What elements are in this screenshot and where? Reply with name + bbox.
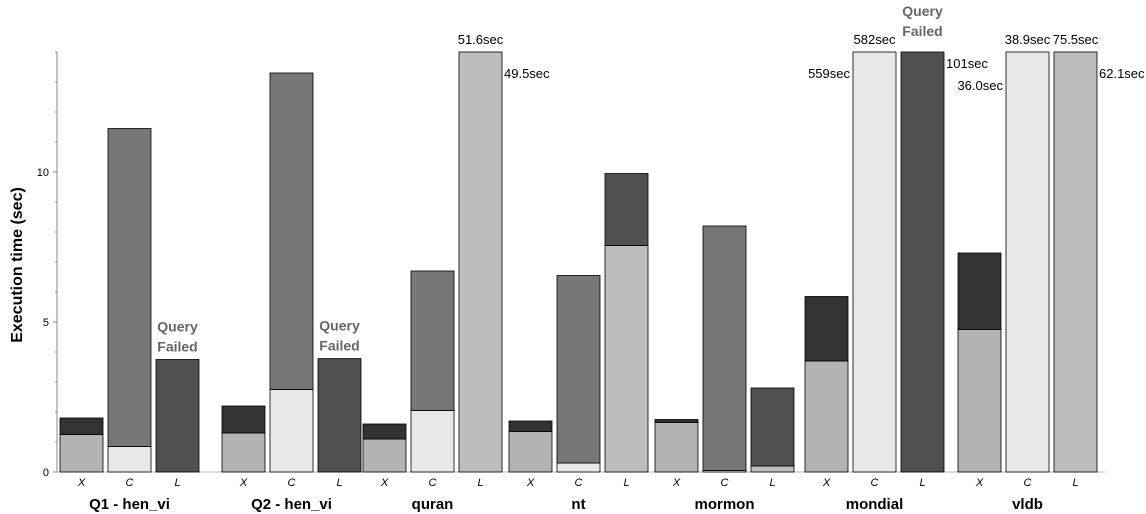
bar-sublabel: X (380, 477, 389, 489)
bar-sublabel: L (1072, 477, 1078, 489)
bar-mondial-C-segment-0 (852, 51, 897, 473)
bar-sublabel: C (288, 477, 296, 489)
bar-Q2-hen_vi-C-segment-0 (269, 389, 314, 473)
bar-side-value-label: 49.5sec (504, 66, 550, 81)
bar-top-value-label: 582sec (854, 32, 896, 47)
bar-nt-X-segment-1 (508, 420, 553, 432)
group-label: mormon (695, 496, 755, 513)
bar-side-value-label: 101sec (946, 56, 988, 71)
bar-sublabel: C (126, 477, 134, 489)
bar-top-value-label: 51.6sec (458, 32, 504, 47)
bar-sublabel: L (174, 477, 180, 489)
bar-Q1-hen_vi-X-segment-0 (59, 434, 104, 473)
bar-sublabel: L (623, 477, 629, 489)
bars (59, 51, 1098, 473)
bar-quran-X-segment-1 (362, 423, 407, 440)
bar-sublabel: C (871, 477, 879, 489)
bar-sublabel: X (239, 477, 248, 489)
bar-sublabel: L (769, 477, 775, 489)
y-tick-label: 10 (37, 167, 49, 179)
bar-mormon-L-segment-0 (750, 465, 795, 473)
y-tick-label: 5 (43, 317, 49, 329)
bar-sublabel: X (526, 477, 535, 489)
bar-left-value-label: 559sec (808, 66, 850, 81)
group-label: vldb (1012, 496, 1043, 513)
bar-Q2-hen_vi-X-segment-0 (221, 432, 266, 473)
group-label: Q1 - hen_vi (89, 496, 170, 513)
y-axis-title: Execution time (sec) (9, 187, 26, 343)
bar-mondial-L-segment-1 (900, 51, 945, 473)
bar-vldb-C-segment-0 (1005, 51, 1050, 473)
bar-sublabel: X (975, 477, 984, 489)
bar-nt-C-segment-0 (556, 462, 601, 473)
bar-nt-L-segment-1 (604, 173, 649, 246)
bar-Q2-hen_vi-L-segment-1 (317, 358, 362, 473)
query-failed-annotation: Failed (902, 23, 942, 39)
y-tick-label: 0 (43, 467, 49, 479)
bar-quran-X-segment-0 (362, 438, 407, 473)
bar-mormon-X-segment-1 (654, 419, 699, 423)
bar-top-value-label: 75.5sec (1053, 32, 1099, 47)
bar-Q1-hen_vi-C-segment-1 (107, 128, 152, 447)
query-failed-annotation: Query (902, 3, 943, 19)
query-failed-annotation: Failed (157, 339, 197, 355)
group-label: nt (571, 496, 585, 513)
bar-Q2-hen_vi-C-segment-1 (269, 72, 314, 390)
bar-vldb-X-segment-1 (957, 252, 1002, 330)
bar-quran-C-segment-0 (410, 410, 455, 473)
bar-nt-L-segment-0 (604, 245, 649, 473)
bar-mormon-L-segment-1 (750, 387, 795, 467)
group-label: quran (412, 496, 454, 513)
query-failed-annotation: Failed (319, 338, 359, 354)
bar-sublabel: L (477, 477, 483, 489)
group-label: Q2 - hen_vi (251, 496, 332, 513)
bar-sublabel: L (336, 477, 342, 489)
bar-quran-C-segment-1 (410, 270, 455, 411)
bar-Q1-hen_vi-C-segment-0 (107, 446, 152, 473)
bar-sublabel: X (672, 477, 681, 489)
bar-side-value-label: 62.1sec (1099, 66, 1145, 81)
bar-top-value-label: 38.9sec (1005, 32, 1051, 47)
bar-sublabel: C (575, 477, 583, 489)
bar-sublabel: C (1024, 477, 1032, 489)
bar-vldb-L-segment-0 (1053, 51, 1098, 473)
group-label: mondial (846, 496, 904, 513)
bar-Q1-hen_vi-L-segment-1 (155, 359, 200, 473)
bar-vldb-X-segment-0 (957, 329, 1002, 473)
bar-nt-X-segment-0 (508, 431, 553, 473)
bar-sublabel: L (919, 477, 925, 489)
bar-mondial-X-segment-0 (804, 360, 849, 473)
bar-sublabel: X (77, 477, 86, 489)
bar-sublabel: C (721, 477, 729, 489)
query-failed-annotation: Query (319, 318, 360, 334)
bar-nt-C-segment-1 (556, 275, 601, 464)
bar-Q1-hen_vi-X-segment-1 (59, 417, 104, 435)
bar-mormon-C-segment-1 (702, 225, 747, 471)
query-failed-annotation: Query (157, 319, 198, 335)
bar-sublabel: C (429, 477, 437, 489)
bar-Q2-hen_vi-X-segment-1 (221, 405, 266, 434)
bar-mondial-X-segment-1 (804, 296, 849, 362)
bar-quran-L-segment-0 (458, 51, 503, 473)
bar-left-value-label: 36.0sec (957, 78, 1003, 93)
bar-sublabel: X (822, 477, 831, 489)
bar-mormon-X-segment-0 (654, 422, 699, 473)
